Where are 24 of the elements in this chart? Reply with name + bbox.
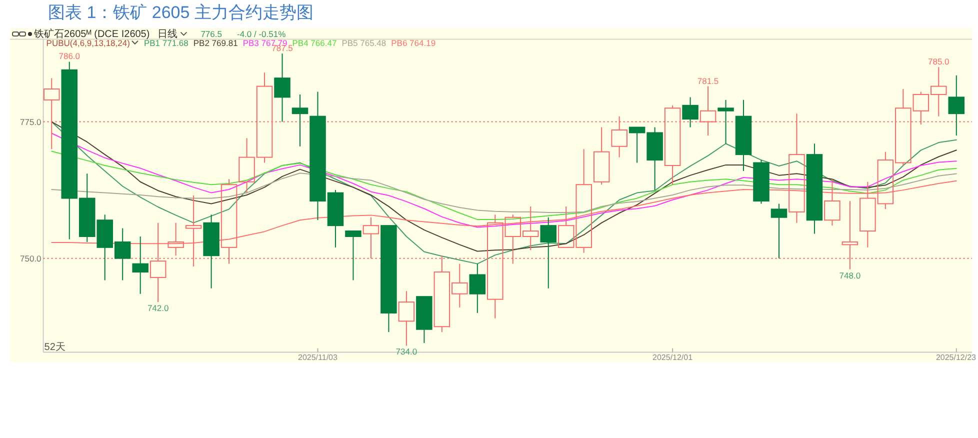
x-tick-label: 2025/12/23 bbox=[936, 352, 977, 362]
text: PB1 771.68 bbox=[144, 38, 189, 48]
text: PB4 766.47 bbox=[292, 38, 337, 48]
chart-title: 图表 1：铁矿 2605 主力合约走势图 bbox=[48, 3, 314, 22]
annotation: 781.5 bbox=[697, 76, 719, 86]
annotation: 786.0 bbox=[58, 51, 80, 62]
line-series bbox=[51, 172, 957, 213]
annotation: 52天 bbox=[44, 342, 66, 353]
x-tick-label: 2025/11/03 bbox=[298, 352, 338, 362]
annotation: 742.0 bbox=[147, 303, 169, 314]
legend-title: PUBU(4,6,9,13,18,24) bbox=[46, 38, 130, 48]
text: PB5 765.48 bbox=[342, 38, 386, 48]
annotation: 748.0 bbox=[839, 270, 861, 280]
y-tick-label: 750.0 bbox=[20, 253, 42, 264]
chart-subtitle: 铁矿石2605ᴹ (DCE I2605) bbox=[33, 28, 150, 40]
annotation: 734.0 bbox=[396, 346, 418, 357]
x-tick-label: 2025/12/01 bbox=[652, 352, 694, 362]
annotation: 785.0 bbox=[928, 56, 950, 67]
text: PB6 764.19 bbox=[391, 38, 436, 48]
y-tick-label: 775.0 bbox=[20, 116, 42, 127]
annotation: 日线 bbox=[158, 28, 178, 40]
text: 776.5 bbox=[200, 29, 222, 40]
text: PB2 769.81 bbox=[193, 38, 238, 48]
text: -4.0 / -0.51% bbox=[236, 29, 286, 40]
